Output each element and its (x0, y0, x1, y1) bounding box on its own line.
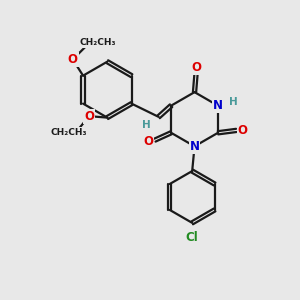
Text: H: H (142, 120, 151, 130)
Text: CH₂CH₃: CH₂CH₃ (50, 128, 87, 136)
Text: O: O (191, 61, 201, 74)
Text: N: N (190, 140, 200, 153)
Text: O: O (238, 124, 248, 137)
Text: Cl: Cl (186, 230, 199, 244)
Text: O: O (68, 53, 78, 66)
Text: CH₂CH₃: CH₂CH₃ (80, 38, 116, 47)
Text: N: N (213, 99, 223, 112)
Text: O: O (84, 110, 94, 123)
Text: H: H (229, 97, 238, 107)
Text: O: O (143, 135, 153, 148)
